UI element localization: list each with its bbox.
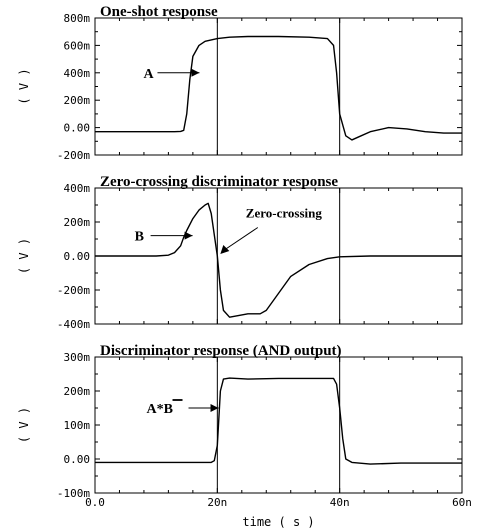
y-tick-label: 0.00 bbox=[64, 250, 91, 263]
y-tick-label: 400m bbox=[64, 67, 91, 80]
y-tick-label: 300m bbox=[64, 351, 91, 364]
y-tick-label: 200m bbox=[64, 216, 91, 229]
y-tick-label: 800m bbox=[64, 12, 91, 25]
panel-2: Zero-crossing discriminator response 400m… bbox=[17, 174, 462, 331]
annotation-label: A bbox=[143, 67, 154, 82]
y-tick-label: 400m bbox=[64, 182, 91, 195]
x-tick-label: 40n bbox=[330, 496, 350, 509]
y-axis-label: ( V ) bbox=[17, 238, 31, 274]
y-tick-label: 200m bbox=[64, 94, 91, 107]
plot-frame bbox=[95, 18, 462, 155]
arrow-head bbox=[185, 232, 193, 240]
y-tick-label: 200m bbox=[64, 385, 91, 398]
y-tick-label: 0.00 bbox=[64, 453, 91, 466]
series-line bbox=[95, 378, 462, 464]
x-axis-label: time ( s ) bbox=[242, 515, 314, 529]
x-tick-label: 0.0 bbox=[85, 496, 105, 509]
panel-title: Zero-crossing discriminator response bbox=[100, 174, 338, 190]
y-axis-label: ( V ) bbox=[17, 68, 31, 104]
panel-3: Discriminator response (AND output) 300m 2… bbox=[17, 343, 462, 500]
x-tick-label: 60n bbox=[452, 496, 472, 509]
panel-title: One-shot response bbox=[100, 4, 218, 20]
y-tick-label: -200m bbox=[57, 284, 90, 297]
arrow-head bbox=[220, 245, 229, 254]
plot-frame bbox=[95, 357, 462, 493]
annotation-arrow bbox=[224, 228, 257, 251]
arrow-head bbox=[191, 69, 199, 77]
y-tick-label: 600m bbox=[64, 39, 91, 52]
panel-title: Discriminator response (AND output) bbox=[100, 343, 342, 359]
annotation-label: Zero-crossing bbox=[246, 206, 323, 221]
y-tick-label: -200m bbox=[57, 149, 90, 162]
y-tick-label: 100m bbox=[64, 419, 91, 432]
annotation-label: B bbox=[135, 230, 144, 245]
y-axis-label: ( V ) bbox=[17, 407, 31, 443]
y-tick-label: -400m bbox=[57, 318, 90, 331]
panel-1: One-shot response 800m 600m 400m 200m 0.00 -20… bbox=[17, 4, 462, 162]
y-tick-label: 0.00 bbox=[64, 122, 91, 135]
annotation-label: A*B bbox=[147, 402, 173, 417]
x-tick-label: 20n bbox=[207, 496, 227, 509]
series-line bbox=[95, 37, 462, 140]
